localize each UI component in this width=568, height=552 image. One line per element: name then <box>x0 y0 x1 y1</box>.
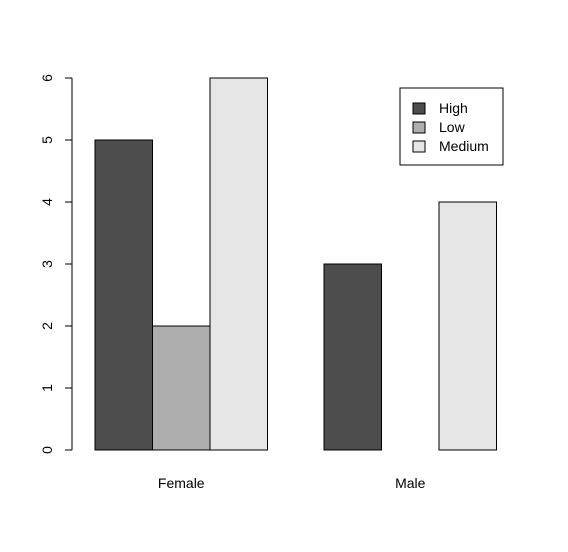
bar-male-medium <box>438 201 497 451</box>
y-tick-label: 4 <box>39 198 55 206</box>
y-tick-label: 5 <box>39 136 55 144</box>
y-tick-label: 0 <box>39 446 55 454</box>
bar-female-high <box>94 139 153 451</box>
y-tick-label: 1 <box>39 384 55 392</box>
category-label: Female <box>158 475 205 491</box>
x-axis-labels: Female Male <box>158 475 426 491</box>
y-tick-label: 2 <box>39 322 55 330</box>
y-tick-label: 6 <box>39 74 55 82</box>
bar-female-medium <box>209 77 268 451</box>
bar-male-high <box>323 263 382 451</box>
category-label: Male <box>395 475 426 491</box>
legend-label-high: High <box>439 100 468 116</box>
bars <box>94 77 497 451</box>
legend-swatch-low <box>412 121 426 134</box>
legend-swatch-high <box>412 102 426 115</box>
bar-female-low <box>152 325 211 451</box>
legend-label-medium: Medium <box>439 138 489 154</box>
legend-swatch-medium <box>412 140 426 153</box>
legend: High Low Medium <box>399 87 504 166</box>
y-tick-label: 3 <box>39 260 55 268</box>
legend-label-low: Low <box>439 119 466 135</box>
y-axis: 0 1 2 3 4 5 6 <box>39 74 73 454</box>
